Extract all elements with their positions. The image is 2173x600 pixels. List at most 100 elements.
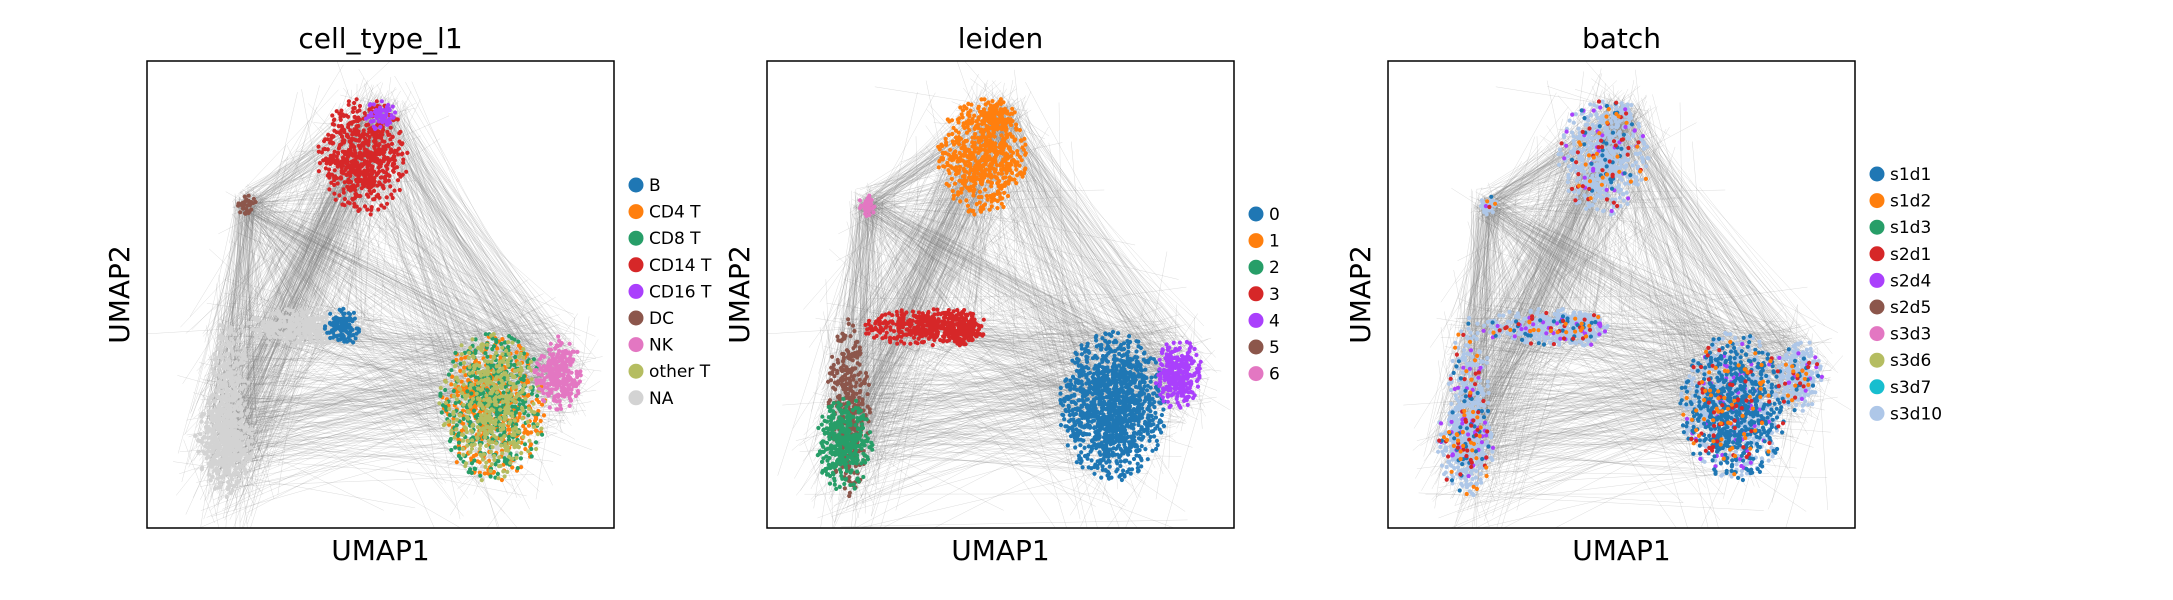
graph-edges [767, 61, 1230, 528]
legend-marker [1869, 166, 1885, 182]
legend-item: 6 [1248, 365, 1280, 385]
point-group [193, 307, 541, 500]
legend-label: NK [649, 336, 674, 356]
point-group [437, 332, 548, 483]
panel-title: batch [1582, 22, 1661, 55]
legend-label: s3d6 [1890, 351, 1931, 371]
legend-item: CD8 T [628, 229, 701, 249]
legend-item: other T [628, 362, 711, 382]
legend-item: s2d4 [1869, 271, 1931, 291]
legend-marker [1869, 219, 1885, 235]
legend-label: CD16 T [649, 282, 712, 302]
legend-label: 1 [1269, 232, 1280, 252]
legend-item: s1d2 [1869, 192, 1931, 212]
legend-item: s1d1 [1869, 165, 1931, 185]
legend: 0 1 2 3 4 5 6 [1248, 205, 1280, 385]
scatter-points [193, 97, 583, 500]
y-axis-label: UMAP2 [723, 245, 756, 344]
legend-marker [628, 283, 644, 299]
graph-edges [147, 61, 603, 528]
legend-marker [1869, 379, 1885, 395]
y-axis-label: UMAP2 [1344, 245, 1377, 344]
legend-label: NA [649, 389, 674, 409]
legend-item: B [628, 176, 661, 196]
legend-marker [628, 390, 644, 406]
point-group [857, 193, 877, 218]
legend-item: NK [628, 336, 674, 356]
legend-marker [628, 363, 644, 379]
legend-item: 0 [1248, 205, 1280, 225]
legend-label: 5 [1269, 338, 1280, 358]
legend: s1d1 s1d2 s1d3 s2d1 s2d4 s2d5 s3d3 s3d6 s3d7 s3d1… [1869, 165, 1942, 424]
legend-marker [1869, 326, 1885, 342]
point-group [815, 396, 875, 491]
legend-label: s1d2 [1890, 192, 1931, 212]
legend-item: s1d3 [1869, 218, 1931, 238]
y-axis-label: UMAP2 [103, 245, 136, 344]
legend-marker [628, 204, 644, 220]
legend-marker [1869, 272, 1885, 288]
plot-frame [146, 60, 615, 529]
plot-frame [766, 60, 1235, 529]
legend-label: s2d1 [1890, 245, 1931, 265]
legend-marker [1869, 299, 1885, 315]
legend-label: s2d4 [1890, 271, 1931, 291]
legend-marker [1248, 233, 1264, 249]
legend-label: s3d10 [1890, 404, 1942, 424]
legend-marker [1248, 286, 1264, 302]
legend-marker [1869, 193, 1885, 209]
legend-label: s3d3 [1890, 325, 1931, 345]
legend-label: 0 [1269, 205, 1280, 225]
scatter-points [1435, 99, 1824, 498]
legend-marker [1248, 312, 1264, 328]
scatter-points [815, 97, 1203, 499]
legend-marker [628, 230, 644, 246]
point-group [1437, 99, 1820, 482]
legend-marker [1869, 405, 1885, 421]
edge-bundle [767, 61, 1230, 528]
legend-item: s3d7 [1869, 378, 1931, 398]
legend-marker [1869, 246, 1885, 262]
legend-marker [1248, 259, 1264, 275]
legend-item: NA [628, 389, 674, 409]
legend-item: s3d6 [1869, 351, 1931, 371]
point-group [1153, 339, 1203, 410]
legend-label: CD4 T [649, 203, 701, 223]
legend-marker [628, 310, 644, 326]
x-axis-label: UMAP1 [951, 534, 1050, 567]
legend-label: s2d5 [1890, 298, 1931, 318]
legend-label: DC [649, 309, 674, 329]
legend-label: 6 [1269, 365, 1280, 385]
legend-item: CD16 T [628, 282, 712, 302]
point-group [322, 306, 361, 345]
legend-label: 3 [1269, 285, 1280, 305]
legend-label: s1d1 [1890, 165, 1931, 185]
legend-marker [1248, 206, 1264, 222]
legend-label: 4 [1269, 311, 1280, 331]
legend-item: CD4 T [628, 203, 701, 223]
legend-marker [1869, 352, 1885, 368]
legend-label: other T [649, 362, 711, 382]
point-group [236, 193, 258, 216]
legend-item: 3 [1248, 285, 1280, 305]
plot-frame [1387, 60, 1856, 529]
panel-1: leiden UMAP1 UMAP2 0 1 2 3 4 5 6 [723, 22, 1280, 567]
legend-label: s3d7 [1890, 378, 1931, 398]
legend-label: s1d3 [1890, 218, 1931, 238]
plot-area [767, 61, 1230, 528]
legend-marker [628, 177, 644, 193]
legend-item: DC [628, 309, 674, 329]
legend-item: s3d3 [1869, 325, 1931, 345]
legend-marker [1248, 339, 1264, 355]
panel-title: cell_type_l1 [298, 22, 462, 55]
point-group [863, 307, 986, 348]
plot-area [1403, 61, 1851, 528]
point-group [532, 334, 583, 412]
point-group [316, 97, 410, 217]
legend-item: s2d1 [1869, 245, 1931, 265]
legend-marker [628, 257, 644, 273]
plot-area [147, 61, 603, 528]
legend-label: CD8 T [649, 229, 701, 249]
legend-item: s3d10 [1869, 404, 1942, 424]
